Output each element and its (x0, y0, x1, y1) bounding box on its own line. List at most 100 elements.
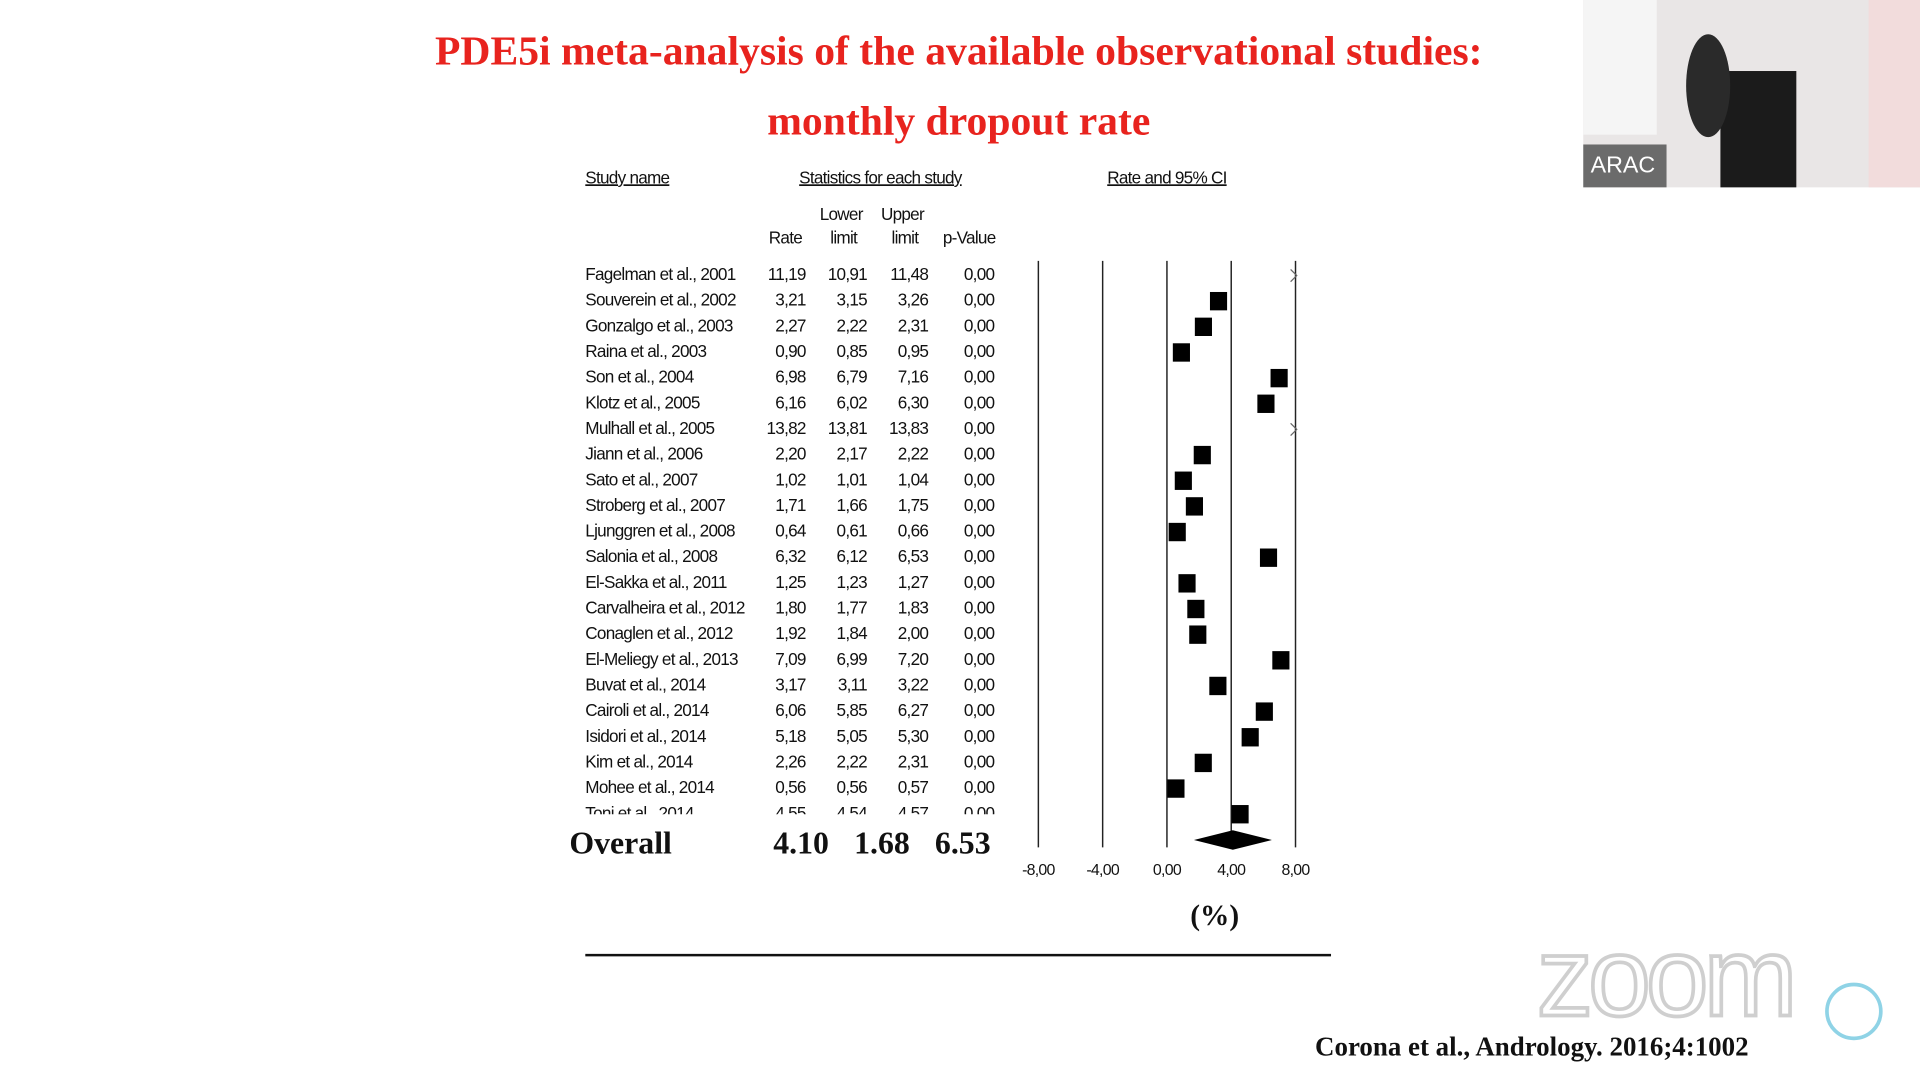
cell-number: 0,00 (964, 623, 995, 643)
video-podium (1720, 71, 1797, 188)
cell-number: 2,22 (837, 751, 868, 771)
cell-number: 0,00 (964, 777, 995, 797)
study-marker (1167, 779, 1185, 798)
study-name: Mohee et al., 2014 (585, 777, 715, 797)
cell-number: 1,75 (898, 495, 929, 515)
study-name: Klotz et al., 2005 (585, 392, 700, 412)
study-marker (1194, 753, 1212, 773)
cell-number: 2,00 (898, 623, 929, 643)
study-name: Fagelman et al., 2001 (585, 264, 735, 284)
cell-number: 0,64 (775, 521, 807, 541)
cell-number: 6,12 (837, 546, 868, 566)
study-name: Salonia et al., 2008 (585, 546, 717, 566)
study-name: Jiann et al., 2006 (585, 444, 702, 464)
video-wall (1868, 0, 1920, 188)
cell-number: 0,90 (775, 341, 806, 361)
cell-number: 7,20 (898, 649, 929, 669)
cell-number: 1,83 (898, 598, 929, 618)
cell-number: 0,00 (964, 495, 995, 515)
cell-number: 6,98 (775, 367, 806, 387)
cell-number: 13,82 (767, 418, 806, 438)
header: Statistics for each study (799, 167, 963, 187)
study-name: Isidori et al., 2014 (585, 726, 707, 746)
x-tick-label: 4,00 (1217, 862, 1246, 879)
off-scale-arrow (1290, 268, 1298, 283)
cell-number: 6,16 (775, 392, 806, 412)
study-marker (1259, 548, 1278, 567)
forest-plot: -8,00 -4,00 0,00 4,00 8,00 (1022, 260, 1311, 879)
cell-number: 1,04 (898, 469, 930, 489)
cell-number: 0,00 (964, 649, 995, 669)
study-marker (1178, 574, 1196, 593)
study-marker (1174, 471, 1192, 490)
study-marker (1255, 702, 1273, 721)
study-marker (1168, 522, 1186, 542)
cell-number: 6,53 (898, 546, 929, 566)
cell-number: 13,81 (828, 418, 867, 438)
cell-number: 1,71 (775, 495, 806, 515)
cell-number: 6,27 (898, 700, 929, 720)
study-name: Raina et al., 2003 (585, 341, 706, 361)
cell-number: 5,30 (898, 726, 929, 746)
overall-diamond (1193, 830, 1272, 850)
cell-number: 1,92 (775, 623, 806, 643)
study-name: Sato et al., 2007 (585, 469, 697, 489)
overall-label: Overall (569, 825, 672, 860)
study-name: El-Meliegy et al., 2013 (585, 649, 738, 669)
study-marker (1172, 343, 1190, 362)
cell-number: 5,18 (775, 726, 806, 746)
cell-number: 3,26 (898, 290, 929, 310)
table-body: Fagelman et al., 2001 11,19 10,91 11,48 0,00… (585, 264, 995, 823)
cell-number: 3,21 (775, 290, 806, 310)
cell-number: 3,11 (838, 674, 867, 694)
study-name: Kim et al., 2014 (585, 751, 693, 771)
study-marker (1231, 805, 1249, 824)
study-marker (1209, 676, 1227, 696)
cell-number: 0,00 (964, 444, 995, 464)
cell-number: 6,06 (775, 700, 806, 720)
header: Lower (820, 204, 864, 224)
axis-label: (%) (1190, 900, 1239, 932)
cell-number: 1,66 (837, 495, 868, 515)
cell-number: 1,23 (837, 572, 868, 592)
header: limit (830, 227, 858, 247)
overall-lower: 1.68 (854, 825, 910, 860)
cell-number: 2,17 (837, 444, 868, 464)
cell-number: 0,00 (964, 546, 995, 566)
header: Rate (769, 227, 802, 247)
cell-number: 2,26 (775, 751, 806, 771)
cell-number: 4,57 (898, 803, 929, 823)
x-tick-label: -8,00 (1022, 862, 1055, 879)
cell-number: 0,00 (964, 367, 995, 387)
speaker-video: ARAC (1583, 0, 1920, 188)
x-tick-label: -4,00 (1086, 862, 1119, 879)
cell-number: 1,80 (775, 598, 806, 618)
cell-number: 5,85 (837, 700, 868, 720)
study-marker (1193, 445, 1211, 465)
cell-number: 7,09 (775, 649, 806, 669)
cell-number: 2,27 (775, 315, 806, 335)
cell-number: 6,02 (837, 392, 868, 412)
study-marker (1272, 651, 1290, 670)
title-line: PDE5i meta-analysis of the available obs… (435, 29, 1483, 75)
study-name: Son et al., 2004 (585, 367, 694, 387)
video-screen (1583, 0, 1657, 135)
study-name: Souverein et al., 2002 (585, 290, 736, 310)
x-tick-label: 0,00 (1153, 862, 1182, 879)
cell-number: 6,30 (898, 392, 929, 412)
cell-number: 2,22 (898, 444, 929, 464)
cell-number: 3,17 (775, 674, 806, 694)
cell-number: 0,00 (964, 521, 995, 541)
cell-number: 0,00 (964, 469, 995, 489)
study-name: Mulhall et al., 2005 (585, 418, 714, 438)
cell-number: 0,00 (964, 726, 995, 746)
cell-number: 0,95 (898, 341, 929, 361)
cell-number: 3,22 (898, 674, 929, 694)
logo (1825, 982, 1883, 1041)
cell-number: 0,00 (964, 290, 995, 310)
speaker-label: ARAC (1591, 152, 1656, 178)
study-marker (1185, 497, 1203, 516)
cell-number: 0,00 (964, 264, 995, 284)
